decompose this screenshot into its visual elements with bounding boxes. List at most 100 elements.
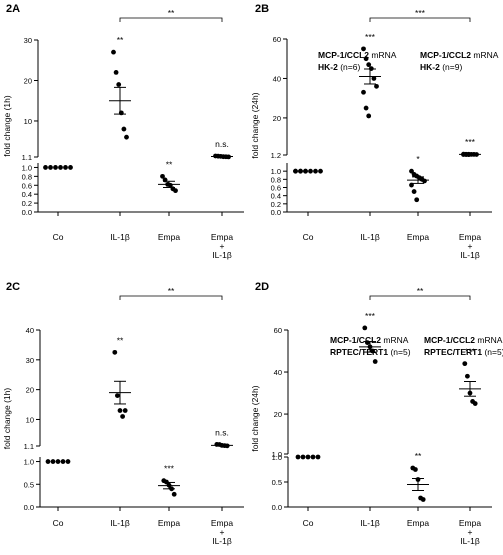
data-point bbox=[362, 325, 368, 331]
x-tick-label: IL-1β bbox=[460, 250, 480, 260]
data-point bbox=[115, 393, 120, 399]
x-tick-label: IL-1β bbox=[212, 536, 232, 546]
y-lower-tick-label: 0.4 bbox=[22, 190, 32, 199]
y-upper-tick-label: 1.1 bbox=[22, 153, 32, 162]
data-point bbox=[414, 197, 420, 203]
x-tick-label: Co bbox=[303, 518, 314, 528]
significance-bracket-label: ** bbox=[417, 286, 424, 296]
data-point bbox=[65, 459, 71, 464]
data-point bbox=[122, 408, 128, 413]
y-upper-tick-label: 1.1 bbox=[24, 442, 34, 451]
data-point bbox=[68, 165, 73, 170]
x-tick-label: + bbox=[220, 241, 225, 251]
panel-title: MCP-1/CCL2 mRNA bbox=[318, 50, 397, 60]
data-point bbox=[372, 359, 378, 364]
y-lower-tick-label: 0.8 bbox=[22, 172, 32, 181]
significance-bracket-label: *** bbox=[415, 8, 426, 18]
y-lower-tick-label: 0.6 bbox=[271, 184, 281, 193]
panel-2b: 2B fold change (24h) 0.00.20.40.60.81.0 1.2… bbox=[250, 3, 499, 260]
y-axis-label: fold change (24h) bbox=[250, 92, 260, 158]
significance-bracket-label: ** bbox=[168, 8, 175, 18]
data-point bbox=[472, 401, 478, 406]
y-upper-tick-label: 30 bbox=[26, 356, 34, 365]
x-tick-label: IL-1β bbox=[360, 232, 380, 242]
significance-label: n.s. bbox=[215, 139, 229, 149]
y-lower-tick-label: 0.4 bbox=[271, 192, 281, 201]
y-upper-tick-label: 1.2 bbox=[271, 151, 281, 160]
y-lower-tick-label: 0.2 bbox=[271, 200, 281, 209]
x-tick-label: Empa bbox=[158, 518, 180, 528]
data-point bbox=[366, 62, 372, 68]
data-point bbox=[50, 459, 56, 464]
y-lower-tick-label: 1.0 bbox=[272, 453, 282, 462]
significance-label: *** bbox=[365, 32, 376, 42]
y-upper-tick-label: 20 bbox=[26, 386, 34, 395]
y-upper-tick-label: 30 bbox=[24, 36, 32, 45]
data-point bbox=[371, 76, 377, 81]
y-upper-tick-label: 40 bbox=[273, 74, 281, 83]
panel-title: MCP-1/CCL2 mRNA bbox=[424, 335, 503, 345]
x-tick-label: IL-1β bbox=[460, 536, 480, 546]
significance-label: ** bbox=[117, 335, 124, 345]
y-lower-tick-label: 0.2 bbox=[22, 199, 32, 208]
panel-label: 2A bbox=[6, 3, 20, 15]
y-upper-tick-label: 40 bbox=[274, 368, 282, 377]
y-lower-tick-label: 1.0 bbox=[24, 458, 34, 467]
data-point bbox=[411, 189, 417, 194]
y-upper-tick-label: 60 bbox=[274, 326, 282, 335]
data-point bbox=[117, 408, 123, 413]
significance-label: ** bbox=[166, 159, 173, 169]
data-point bbox=[171, 491, 177, 497]
x-tick-label: Empa bbox=[211, 518, 233, 528]
data-point bbox=[303, 168, 308, 174]
x-tick-label: + bbox=[220, 527, 225, 537]
y-upper-tick-label: 10 bbox=[26, 415, 34, 424]
data-point bbox=[113, 69, 119, 75]
significance-bracket bbox=[369, 295, 471, 300]
significance-label: ** bbox=[117, 35, 124, 45]
y-lower-tick-label: 0.0 bbox=[24, 503, 34, 512]
data-point bbox=[313, 168, 318, 174]
y-lower-tick-label: 0.6 bbox=[22, 181, 32, 190]
data-point bbox=[112, 349, 118, 355]
y-lower-tick-label: 1.0 bbox=[271, 167, 281, 176]
x-tick-label: IL-1β bbox=[110, 518, 130, 528]
x-tick-label: IL-1β bbox=[110, 232, 130, 242]
y-lower-tick-label: 0.0 bbox=[22, 208, 32, 217]
data-point bbox=[366, 113, 372, 119]
panel-label: 2C bbox=[6, 281, 20, 293]
panel-title: MCP-1/CCL2 mRNA bbox=[330, 335, 409, 345]
data-point bbox=[43, 165, 48, 170]
significance-label: *** bbox=[465, 137, 476, 147]
data-point bbox=[160, 173, 165, 179]
y-lower-tick-label: 0.5 bbox=[272, 478, 282, 487]
data-point bbox=[53, 165, 58, 170]
data-point bbox=[45, 459, 51, 464]
panel-label: 2B bbox=[255, 3, 269, 15]
data-point bbox=[300, 454, 306, 460]
significance-label: n.s. bbox=[215, 427, 229, 437]
x-tick-label: Co bbox=[303, 232, 314, 242]
significance-label: *** bbox=[365, 311, 376, 321]
data-point bbox=[420, 497, 426, 502]
panel-subtitle: HK-2 (n=9) bbox=[420, 62, 462, 72]
panel-label: 2D bbox=[255, 281, 269, 293]
x-tick-label: Empa bbox=[459, 518, 481, 528]
data-point bbox=[315, 454, 321, 460]
data-point bbox=[465, 373, 470, 379]
data-point bbox=[413, 467, 418, 472]
y-upper-tick-label: 10 bbox=[24, 117, 32, 126]
significance-label: *** bbox=[465, 347, 476, 357]
y-lower-tick-label: 1.0 bbox=[22, 163, 32, 172]
data-point bbox=[363, 105, 369, 111]
data-point bbox=[124, 134, 129, 140]
y-axis-label: fold change (1h) bbox=[2, 95, 12, 157]
data-point bbox=[63, 165, 68, 170]
x-tick-label: IL-1β bbox=[360, 518, 380, 528]
data-point bbox=[308, 168, 313, 174]
data-point bbox=[295, 454, 301, 460]
y-upper-tick-label: 1.0 bbox=[272, 450, 282, 459]
